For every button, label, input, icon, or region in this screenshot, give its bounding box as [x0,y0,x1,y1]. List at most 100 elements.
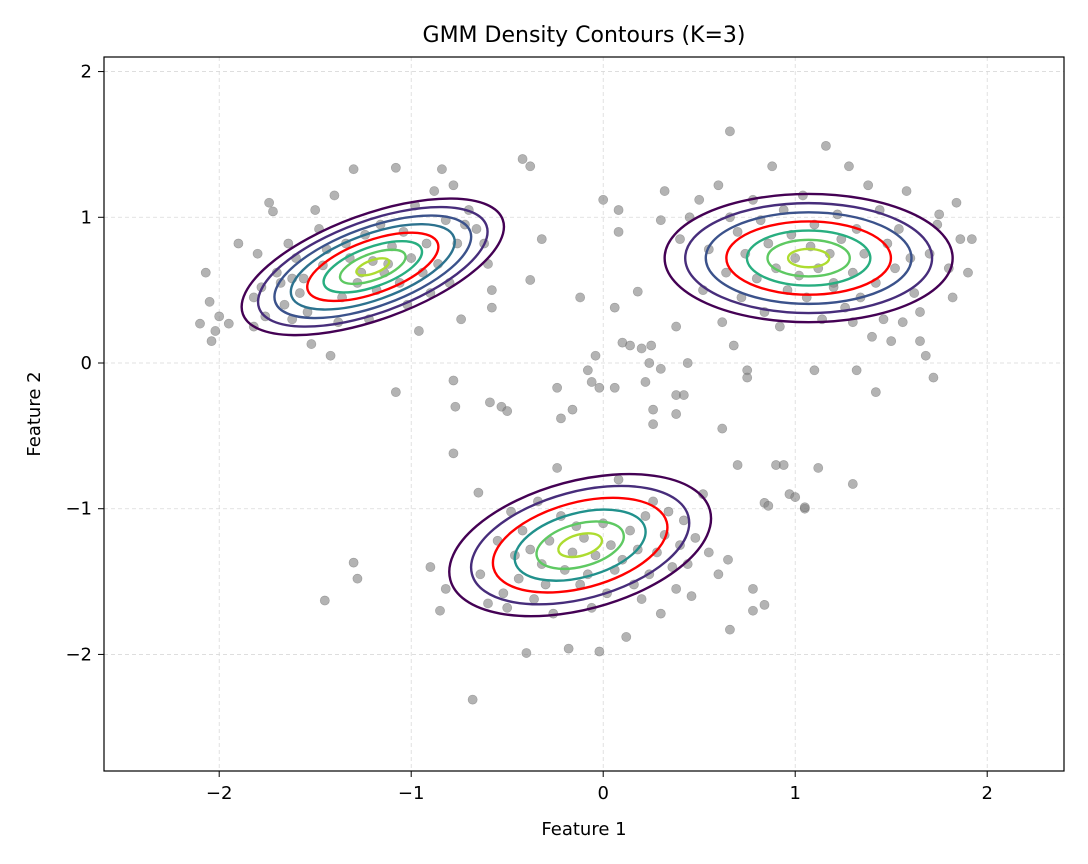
data-point [632,286,643,297]
data-point [636,594,647,604]
data-point [513,573,524,584]
density-contour [684,201,934,315]
data-point [352,573,363,584]
data-point [210,326,221,336]
data-point [348,164,359,175]
data-point [955,234,966,245]
density-contour [355,257,391,277]
data-point [548,608,559,619]
density-contour [469,484,691,606]
highlight-contour [725,220,893,296]
data-point [663,506,674,517]
data-point [778,460,789,470]
data-point [648,419,659,430]
data-point [575,292,586,303]
data-point [640,511,651,521]
data-point [655,608,666,619]
data-point [947,292,958,303]
highlight-contour [306,231,440,303]
data-point [644,358,655,368]
data-point [732,460,743,470]
data-point [552,382,563,393]
data-point [613,474,624,485]
data-point [485,397,495,408]
data-point [774,321,785,332]
data-point [448,448,459,459]
density-contour [704,211,913,306]
data-point [759,599,770,610]
data-point [732,226,743,237]
data-point [204,296,215,307]
data-point [694,194,705,205]
density-contour [766,238,851,278]
data-point [717,423,728,434]
data-point [951,197,962,208]
density-contour [322,240,424,294]
data-point [909,288,920,298]
data-point [717,317,728,328]
data-point [486,285,497,296]
density-contour [663,192,954,324]
data-point [851,365,862,376]
data-point [582,365,593,376]
data-point [813,463,824,473]
data-point [223,318,234,329]
data-point [648,404,659,415]
data-point [897,317,908,328]
data-point [525,544,536,555]
x-tick-label: 0 [597,783,608,804]
data-point [847,479,858,489]
chart-title: GMM Density Contours (K=3) [423,23,746,48]
data-point [605,540,616,551]
data-point [521,648,532,658]
data-point [625,525,635,536]
data-point [725,126,735,137]
data-point [963,267,973,278]
axis-ticks: −2 −1 0 1 2 −2 −1 0 1 2 [65,62,992,804]
data-point [556,413,566,424]
data-point [467,694,478,705]
data-point [306,339,317,349]
data-point [886,336,897,347]
data-point [200,267,211,278]
data-point [621,632,632,642]
data-point [268,206,278,217]
density-contour [240,197,506,337]
data-point [725,624,735,635]
data-point [598,194,609,205]
data-point [329,190,340,201]
data-point [636,343,647,354]
data-point [390,387,401,398]
y-tick-label: 1 [81,207,92,228]
data-point [748,605,758,616]
data-point [609,382,620,393]
data-point [646,340,657,351]
data-point [844,161,854,172]
plot-frame [103,56,1065,772]
data-point [870,387,881,398]
data-point [797,190,808,201]
data-point [456,314,467,325]
data-point [552,463,563,473]
x-tick-label: 1 [789,783,800,804]
data-point [498,588,509,599]
data-point [294,288,305,298]
data-point [613,205,624,215]
data-point [713,569,724,580]
data-point [640,377,651,387]
data-point [471,224,482,234]
data-point [713,180,724,191]
data-point [590,350,601,361]
data-point [915,336,925,347]
density-contour [557,532,604,559]
data-point [659,186,670,196]
data-point [671,583,682,594]
data-point [652,547,662,558]
data-point [928,372,939,383]
density-contour [448,472,713,618]
data-point [440,583,451,594]
data-point [867,331,877,342]
data-point [901,186,912,196]
